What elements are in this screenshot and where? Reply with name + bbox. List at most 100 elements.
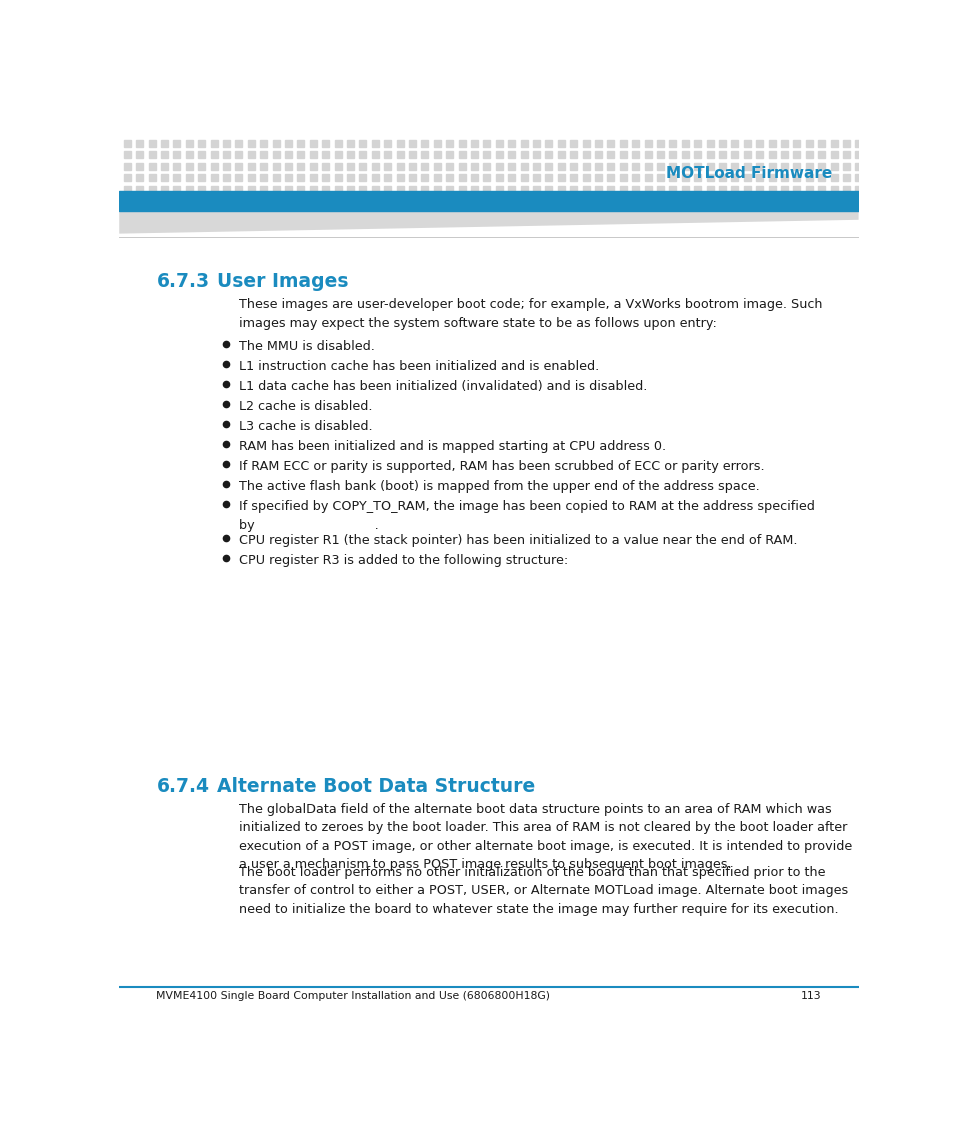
- Bar: [496, 140, 502, 147]
- Bar: [632, 163, 639, 169]
- Bar: [347, 151, 354, 158]
- Bar: [558, 185, 564, 192]
- Bar: [607, 140, 614, 147]
- Bar: [743, 163, 750, 169]
- Bar: [409, 185, 416, 192]
- Bar: [533, 185, 539, 192]
- Bar: [136, 163, 143, 169]
- Bar: [409, 163, 416, 169]
- Bar: [570, 140, 577, 147]
- Bar: [855, 174, 862, 181]
- Bar: [136, 174, 143, 181]
- Bar: [186, 151, 193, 158]
- Bar: [595, 174, 601, 181]
- Bar: [248, 163, 254, 169]
- Bar: [520, 185, 527, 192]
- Bar: [781, 140, 787, 147]
- Bar: [619, 185, 626, 192]
- Bar: [570, 174, 577, 181]
- Bar: [768, 174, 775, 181]
- Bar: [359, 174, 366, 181]
- Bar: [706, 185, 713, 192]
- Bar: [632, 185, 639, 192]
- Bar: [731, 140, 738, 147]
- Bar: [781, 163, 787, 169]
- Bar: [446, 174, 453, 181]
- Bar: [818, 151, 824, 158]
- Bar: [409, 174, 416, 181]
- Bar: [743, 174, 750, 181]
- Bar: [161, 163, 168, 169]
- Text: MVME4100 Single Board Computer Installation and Use (6806800H18G): MVME4100 Single Board Computer Installat…: [156, 992, 550, 1002]
- Text: L3 cache is disabled.: L3 cache is disabled.: [239, 420, 373, 433]
- Bar: [706, 174, 713, 181]
- Text: The boot loader performs no other initialization of the board than that specifie: The boot loader performs no other initia…: [239, 866, 848, 916]
- Text: 113: 113: [800, 992, 821, 1002]
- Bar: [483, 151, 490, 158]
- Bar: [768, 140, 775, 147]
- Bar: [260, 151, 267, 158]
- Bar: [731, 151, 738, 158]
- Bar: [136, 185, 143, 192]
- Bar: [508, 163, 515, 169]
- Bar: [805, 174, 812, 181]
- Text: L1 data cache has been initialized (invalidated) and is disabled.: L1 data cache has been initialized (inva…: [239, 380, 647, 393]
- Bar: [793, 185, 800, 192]
- Bar: [235, 140, 242, 147]
- Text: If specified by COPY_TO_RAM, the image has been copied to RAM at the address spe: If specified by COPY_TO_RAM, the image h…: [239, 500, 815, 531]
- Bar: [149, 151, 155, 158]
- Bar: [619, 163, 626, 169]
- Bar: [793, 140, 800, 147]
- Bar: [260, 163, 267, 169]
- Bar: [248, 174, 254, 181]
- Bar: [384, 140, 391, 147]
- Bar: [496, 151, 502, 158]
- Text: MOTLoad Firmware: MOTLoad Firmware: [665, 166, 831, 181]
- Bar: [681, 140, 688, 147]
- Bar: [347, 140, 354, 147]
- Bar: [694, 185, 700, 192]
- Bar: [285, 163, 292, 169]
- Bar: [756, 185, 762, 192]
- Bar: [508, 151, 515, 158]
- Bar: [558, 174, 564, 181]
- Bar: [520, 163, 527, 169]
- Bar: [818, 163, 824, 169]
- Bar: [632, 140, 639, 147]
- Text: L1 instruction cache has been initialized and is enabled.: L1 instruction cache has been initialize…: [239, 360, 599, 373]
- Bar: [756, 151, 762, 158]
- Bar: [434, 140, 440, 147]
- Bar: [619, 174, 626, 181]
- Bar: [396, 151, 403, 158]
- Bar: [186, 140, 193, 147]
- Bar: [458, 174, 465, 181]
- Bar: [781, 174, 787, 181]
- Bar: [198, 163, 205, 169]
- Bar: [173, 163, 180, 169]
- Bar: [743, 185, 750, 192]
- Bar: [322, 174, 329, 181]
- Bar: [223, 151, 230, 158]
- Text: If RAM ECC or parity is supported, RAM has been scrubbed of ECC or parity errors: If RAM ECC or parity is supported, RAM h…: [239, 460, 764, 473]
- Bar: [582, 163, 589, 169]
- Bar: [619, 151, 626, 158]
- Bar: [719, 185, 725, 192]
- Bar: [483, 185, 490, 192]
- Bar: [570, 151, 577, 158]
- Bar: [359, 185, 366, 192]
- Bar: [694, 174, 700, 181]
- Bar: [310, 163, 316, 169]
- Bar: [211, 140, 217, 147]
- Bar: [124, 163, 131, 169]
- Bar: [285, 140, 292, 147]
- Bar: [842, 140, 849, 147]
- Bar: [508, 140, 515, 147]
- Text: CPU register R1 (the stack pointer) has been initialized to a value near the end: CPU register R1 (the stack pointer) has …: [239, 534, 797, 547]
- Bar: [446, 140, 453, 147]
- Bar: [335, 174, 341, 181]
- Bar: [136, 140, 143, 147]
- Bar: [669, 140, 676, 147]
- Bar: [570, 185, 577, 192]
- Bar: [198, 140, 205, 147]
- Bar: [260, 140, 267, 147]
